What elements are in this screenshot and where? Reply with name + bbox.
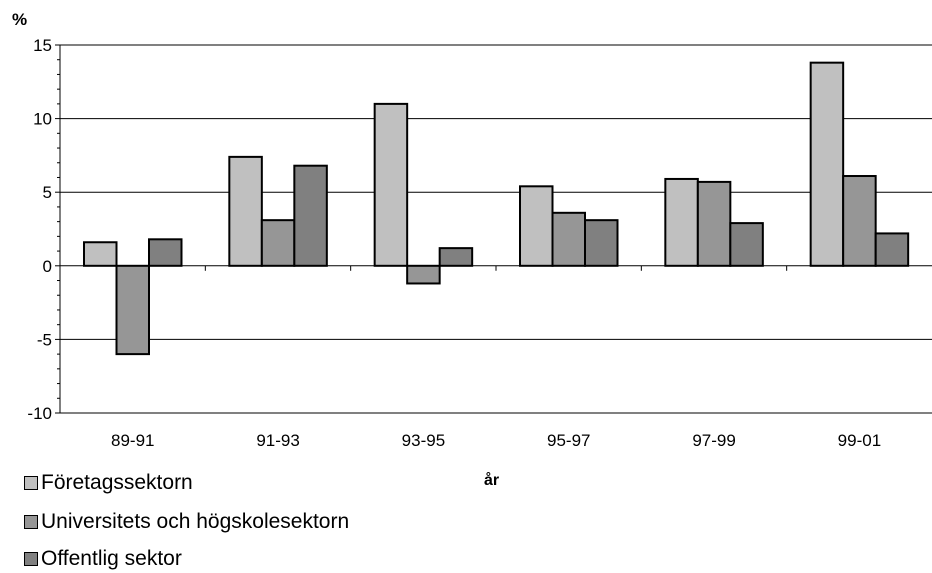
x-tick-label: 99-01 bbox=[838, 431, 881, 450]
gridlines bbox=[60, 44, 932, 414]
bar bbox=[293, 164, 328, 267]
bar bbox=[584, 219, 619, 267]
y-tick-label: 15 bbox=[33, 36, 52, 55]
x-tick-labels: 89-91 91-93 93-95 95-97 97-99 99-01 bbox=[111, 431, 881, 450]
bar bbox=[260, 219, 296, 267]
bar bbox=[406, 264, 441, 285]
bar bbox=[874, 232, 910, 267]
bar bbox=[115, 264, 150, 356]
y-tick-label: -10 bbox=[27, 404, 52, 423]
bar bbox=[696, 180, 732, 267]
x-tick-label: 97-99 bbox=[692, 431, 735, 450]
x-axis-label: år bbox=[484, 472, 500, 489]
bar bbox=[664, 177, 699, 267]
x-tick-label: 89-91 bbox=[111, 431, 154, 450]
y-axis-unit-label: % bbox=[12, 10, 27, 29]
x-tick-label: 95-97 bbox=[547, 431, 590, 450]
y-tick-label: 5 bbox=[43, 183, 52, 202]
y-tick-label: -5 bbox=[37, 330, 52, 349]
y-tick-label: 0 bbox=[43, 257, 52, 276]
axes bbox=[55, 44, 932, 414]
bar bbox=[228, 155, 263, 267]
bar bbox=[729, 222, 764, 267]
bar bbox=[373, 102, 409, 267]
bar bbox=[438, 247, 474, 267]
bar bbox=[148, 238, 183, 267]
y-tick-label: 10 bbox=[33, 110, 52, 129]
x-tick-label: 93-95 bbox=[402, 431, 445, 450]
bars bbox=[83, 61, 910, 356]
bar bbox=[83, 241, 118, 267]
x-tick-label: 91-93 bbox=[256, 431, 299, 450]
bar bbox=[519, 185, 554, 267]
y-tick-labels: -10 -5 0 5 10 15 bbox=[27, 36, 52, 423]
bar bbox=[842, 175, 877, 267]
bar bbox=[551, 211, 586, 267]
bar bbox=[809, 61, 845, 267]
